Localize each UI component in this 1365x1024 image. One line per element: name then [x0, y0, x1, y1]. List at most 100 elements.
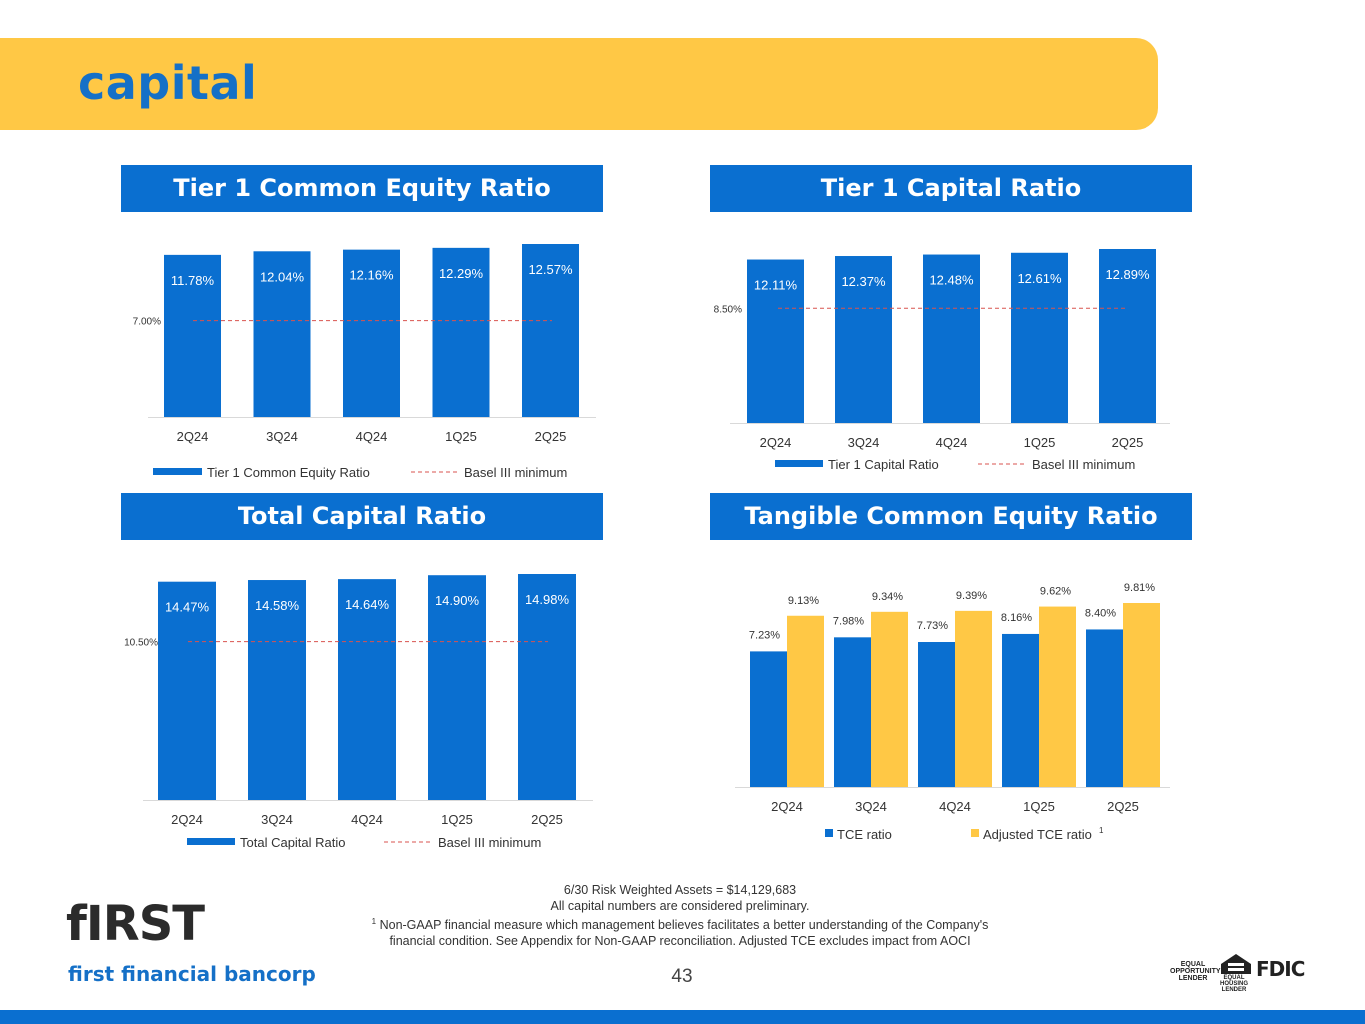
- tier1-common-category-label: 2Q24: [177, 429, 209, 444]
- adjusted-tce-bar: [955, 610, 992, 787]
- tier1-common-bar: [432, 247, 490, 417]
- tier1-common-bar-label: 12.29%: [439, 266, 484, 281]
- tier1-capital-bar-label: 12.37%: [841, 274, 886, 289]
- adjusted-tce-footnote-mark: 1: [1099, 826, 1104, 835]
- tier1-common-category-label: 4Q24: [356, 429, 388, 444]
- tier1-capital-bar: [923, 254, 980, 423]
- total-capital-bar-label: 14.47%: [165, 600, 210, 615]
- footer-bar: [0, 1010, 1365, 1024]
- tce-bar-label: 7.73%: [917, 620, 948, 632]
- tier1-common-basel-value-label: 7.00%: [133, 317, 161, 328]
- adjusted-tce-legend-label: Adjusted TCE ratio: [983, 827, 1092, 842]
- tier1-capital-bar-label: 12.11%: [754, 278, 798, 293]
- tier1-capital-bar: [747, 259, 804, 423]
- non-gaap-note: 1 Non-GAAP financial measure which manag…: [330, 914, 1030, 933]
- tce-bar: [834, 637, 871, 787]
- first-logo-subtitle: first financial bancorp: [68, 962, 316, 986]
- tier1-common-bar: [522, 244, 579, 417]
- total-capital-category-label: 2Q24: [171, 812, 203, 827]
- adjusted-tce-bar-label: 9.81%: [1124, 582, 1155, 594]
- tier1-capital-bar: [1099, 249, 1156, 423]
- panel-title-total-capital: Total Capital Ratio: [121, 493, 603, 540]
- total-capital-bar: [158, 581, 216, 800]
- total-capital-basel-value-label: 10.50%: [124, 638, 158, 649]
- panel-title-tce: Tangible Common Equity Ratio: [710, 493, 1192, 540]
- tce-category-label: 2Q25: [1107, 799, 1139, 814]
- tier1-capital-bar: [835, 256, 892, 423]
- tier1-common-category-label: 2Q25: [535, 429, 567, 444]
- tce-bar-label: 7.98%: [833, 615, 864, 627]
- equal-housing-house-icon: [1221, 954, 1251, 974]
- equal-housing-lender-badge: EQUAL HOUSING LENDER: [1217, 975, 1251, 993]
- tier1-common-bar-label: 12.04%: [260, 269, 305, 284]
- tce-bar: [918, 642, 955, 787]
- tier1-common-legend-series-label: Tier 1 Common Equity Ratio: [207, 465, 370, 480]
- tier1-capital-category-label: 4Q24: [936, 435, 968, 450]
- eol-line3: LENDER: [1178, 975, 1208, 982]
- tier1-common-bar-label: 12.16%: [349, 268, 394, 283]
- eol-line1: EQUAL: [1180, 961, 1206, 968]
- tier1-capital-legend-series-label: Tier 1 Capital Ratio: [828, 457, 939, 472]
- total-capital-category-label: 3Q24: [261, 812, 293, 827]
- page-title: capital: [78, 56, 258, 110]
- eol-line2: OPPORTUNITY: [1170, 968, 1221, 975]
- footnote-mark: 1: [371, 917, 377, 926]
- adjusted-tce-bar: [1123, 603, 1160, 787]
- total-capital-bar-label: 14.98%: [525, 592, 570, 607]
- adjusted-tce-bar: [1039, 606, 1076, 787]
- tier1-common-legend-basel-label: Basel III minimum: [464, 465, 567, 480]
- tier1-common-bar: [253, 251, 311, 417]
- total-capital-legend-series-label: Total Capital Ratio: [240, 835, 346, 850]
- header-banner: [0, 38, 1158, 130]
- total-capital-bar: [518, 574, 576, 800]
- adjusted-tce-bar-label: 9.34%: [872, 591, 903, 603]
- total-capital-legend-basel-label: Basel III minimum: [438, 835, 541, 850]
- preliminary-note: All capital numbers are considered preli…: [550, 899, 810, 913]
- tier1-common-category-label: 3Q24: [266, 429, 298, 444]
- total-capital-bar-label: 14.64%: [345, 597, 390, 612]
- adjusted-tce-bar-label: 9.13%: [788, 595, 819, 607]
- adjusted-tce-bar-label: 9.39%: [956, 590, 987, 602]
- adjusted-tce-bar-label: 9.62%: [1040, 586, 1071, 598]
- tier1-capital-category-label: 2Q25: [1112, 435, 1144, 450]
- tier1-common-legend-swatch: [153, 468, 202, 475]
- tce-category-label: 1Q25: [1023, 799, 1055, 814]
- total-capital-bar: [338, 579, 396, 800]
- total-capital-bar-label: 14.58%: [255, 598, 300, 613]
- tce-bar-label: 8.16%: [1001, 612, 1032, 624]
- non-gaap-note-line1: Non-GAAP financial measure which managem…: [379, 918, 989, 933]
- total-capital-category-label: 1Q25: [441, 812, 473, 827]
- panel-title-tier1-common: Tier 1 Common Equity Ratio: [121, 165, 603, 212]
- non-gaap-note-line2: financial condition. See Appendix for No…: [389, 934, 971, 949]
- total-capital-legend-swatch: [187, 838, 235, 845]
- tier1-common-bar: [164, 254, 221, 417]
- tier1-common-category-label: 1Q25: [445, 429, 477, 444]
- panel-title-tier1-capital: Tier 1 Capital Ratio: [710, 165, 1192, 212]
- first-logo-wordmark: fIRST: [66, 896, 205, 952]
- tier1-capital-category-label: 2Q24: [760, 435, 792, 450]
- tce-category-label: 2Q24: [771, 799, 803, 814]
- ehl-line1: EQUAL HOUSING: [1219, 975, 1248, 987]
- total-capital-category-label: 4Q24: [351, 812, 383, 827]
- tier1-common-bar-label: 11.78%: [171, 273, 215, 288]
- tce-category-label: 3Q24: [855, 799, 887, 814]
- tier1-capital-category-label: 1Q25: [1024, 435, 1056, 450]
- total-capital-bar-label: 14.90%: [435, 593, 480, 608]
- total-capital-category-label: 2Q25: [531, 812, 563, 827]
- adjusted-tce-bar: [871, 611, 908, 787]
- page-number: 43: [671, 966, 693, 987]
- equal-opportunity-lender-badge: EQUAL OPPORTUNITY LENDER: [1170, 961, 1221, 982]
- tier1-capital-category-label: 3Q24: [848, 435, 880, 450]
- tce-bar: [750, 651, 787, 787]
- tier1-capital-bar-label: 12.48%: [929, 273, 974, 288]
- adjusted-tce-bar: [787, 615, 824, 787]
- tce-bar-label: 8.40%: [1085, 607, 1116, 619]
- total-capital-bar: [248, 580, 306, 800]
- tce-bar: [1002, 633, 1039, 787]
- ehl-line2: LENDER: [1221, 987, 1247, 993]
- footnotes: 6/30 Risk Weighted Assets = $14,129,683 …: [330, 882, 1030, 949]
- tier1-capital-bar-label: 12.89%: [1105, 267, 1150, 282]
- fdic-badge: FDIC: [1256, 957, 1305, 981]
- tce-legend-label: TCE ratio: [837, 827, 892, 842]
